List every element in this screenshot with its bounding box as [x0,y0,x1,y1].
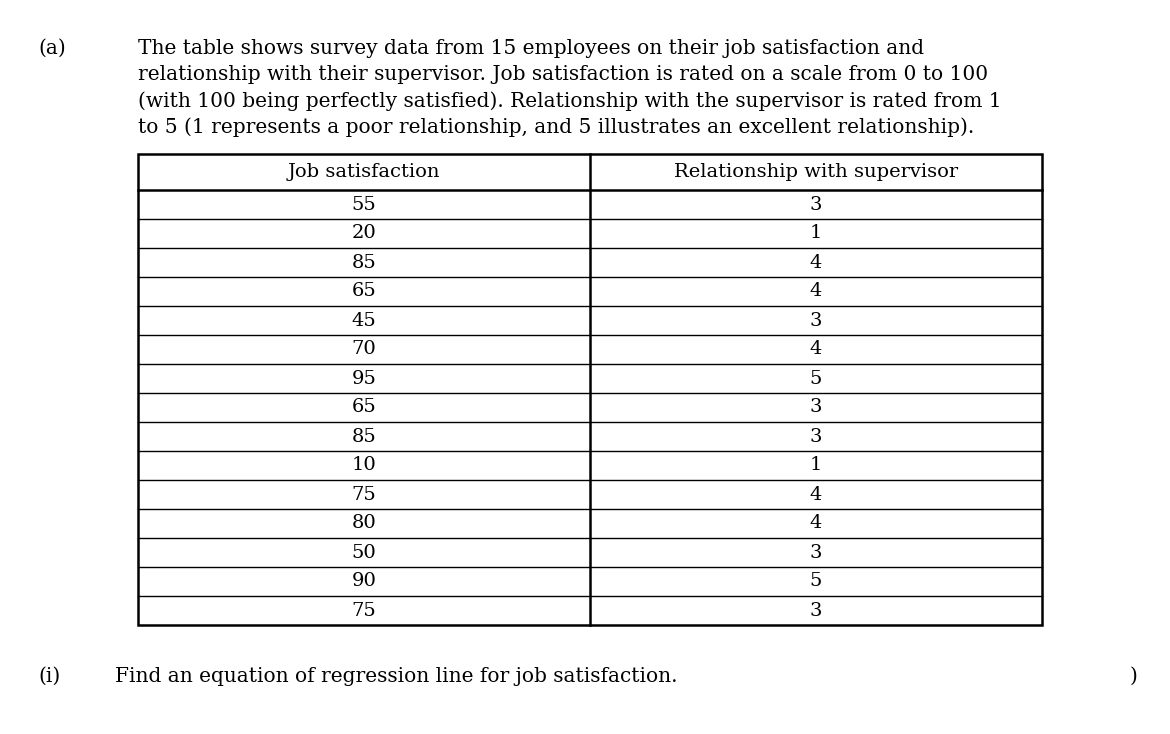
Text: 4: 4 [810,341,823,358]
Text: 85: 85 [352,427,377,446]
Text: 80: 80 [352,515,377,532]
Text: (i): (i) [37,667,60,686]
Text: 3: 3 [810,311,823,330]
Text: 55: 55 [352,195,377,214]
Text: 85: 85 [352,253,377,272]
Text: 10: 10 [352,457,377,474]
Text: 70: 70 [352,341,377,358]
Text: 4: 4 [810,515,823,532]
Text: 5: 5 [810,573,823,590]
Text: 3: 3 [810,601,823,619]
Bar [138,154,1042,625]
Text: 65: 65 [352,399,377,416]
Text: 20: 20 [352,225,377,242]
Text: 1: 1 [810,457,823,474]
Text: (with 100 being perfectly satisfied). Relationship with the supervisor is rated : (with 100 being perfectly satisfied). Re… [138,91,1002,111]
Text: ): ) [1130,667,1138,686]
Text: 4: 4 [810,485,823,504]
Text: 1: 1 [810,225,823,242]
Text: 4: 4 [810,283,823,300]
Text: 45: 45 [352,311,377,330]
Text: 75: 75 [352,601,377,619]
Text: 95: 95 [351,369,377,388]
Text: relationship with their supervisor. Job satisfaction is rated on a scale from 0 : relationship with their supervisor. Job … [138,65,989,84]
Text: The table shows survey data from 15 employees on their job satisfaction and: The table shows survey data from 15 empl… [138,39,924,58]
Text: 5: 5 [810,369,823,388]
Text: 3: 3 [810,543,823,562]
Text: to 5 (1 represents a poor relationship, and 5 illustrates an excellent relations: to 5 (1 represents a poor relationship, … [138,117,975,137]
Text: 4: 4 [810,253,823,272]
Text: 3: 3 [810,195,823,214]
Text: 3: 3 [810,399,823,416]
Text: Find an equation of regression line for job satisfaction.: Find an equation of regression line for … [115,667,677,686]
Text: 90: 90 [351,573,377,590]
Text: 75: 75 [352,485,377,504]
Text: (a): (a) [37,39,66,58]
Text: 50: 50 [352,543,377,562]
Text: 3: 3 [810,427,823,446]
Text: Relationship with supervisor: Relationship with supervisor [674,163,958,181]
Text: Job satisfaction: Job satisfaction [288,163,440,181]
Text: 65: 65 [352,283,377,300]
